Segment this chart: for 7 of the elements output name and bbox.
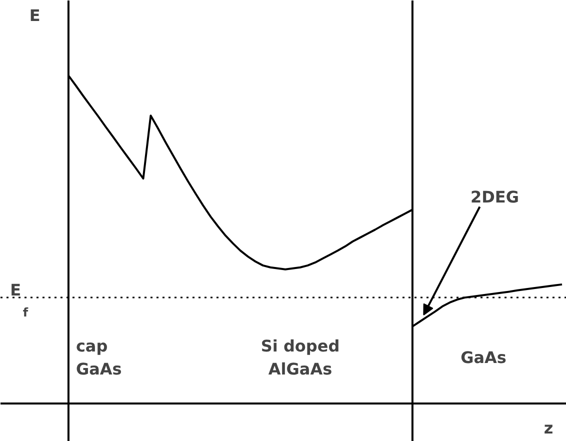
y-axis-title: E <box>29 6 40 26</box>
ref-line-label: Ef <box>10 280 29 320</box>
annotation: GaAs <box>460 348 506 368</box>
annotation: 2DEG <box>470 187 519 206</box>
x-axis-title: z <box>544 418 554 438</box>
annotation: cap GaAs <box>76 336 122 378</box>
annotation: Si doped AlGaAs <box>260 336 340 378</box>
